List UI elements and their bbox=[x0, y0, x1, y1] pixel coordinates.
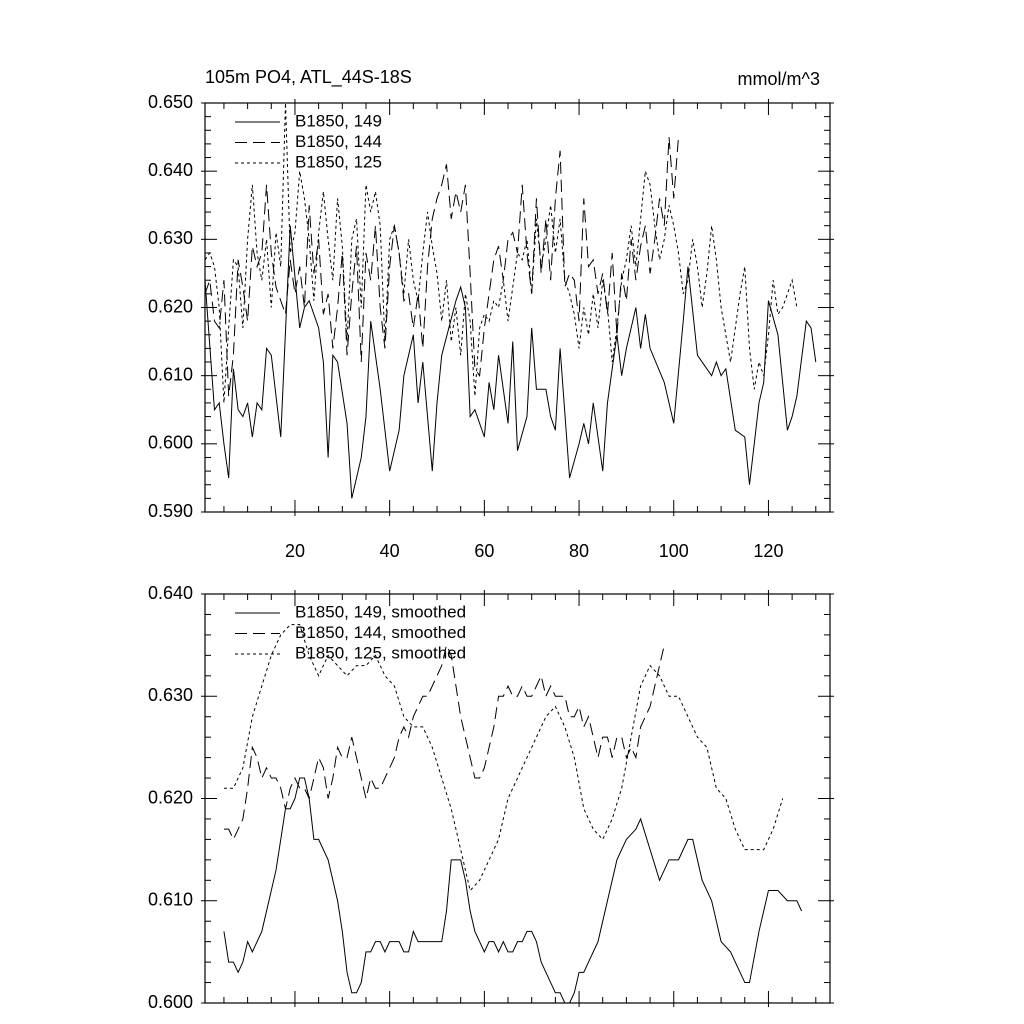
series-line bbox=[204, 102, 798, 403]
legend-label: B1850, 125 bbox=[295, 152, 382, 171]
y-tick-label: 0.630 bbox=[148, 228, 193, 248]
y-tick-label: 0.610 bbox=[148, 890, 193, 910]
legend-label: B1850, 125, smoothed bbox=[295, 643, 466, 662]
series-line bbox=[223, 777, 803, 1004]
y-tick-label: 0.620 bbox=[148, 296, 193, 316]
x-tick-label: 80 bbox=[569, 541, 589, 561]
y-tick-label: 0.600 bbox=[148, 992, 193, 1012]
series-line bbox=[223, 624, 784, 892]
y-tick-label: 0.630 bbox=[148, 685, 193, 705]
series-line bbox=[223, 643, 665, 841]
legend-label: B1850, 149 bbox=[295, 111, 382, 130]
legend-label: B1850, 144 bbox=[295, 132, 382, 151]
legend-label: B1850, 149, smoothed bbox=[295, 602, 466, 621]
y-tick-label: 0.650 bbox=[148, 92, 193, 112]
chart-title: 105m PO4, ATL_44S-18S bbox=[205, 67, 412, 88]
y-tick-label: 0.640 bbox=[148, 583, 193, 603]
y-tick-label: 0.600 bbox=[148, 433, 193, 453]
x-tick-label: 40 bbox=[380, 541, 400, 561]
x-tick-label: 100 bbox=[659, 541, 689, 561]
x-tick-label: 120 bbox=[753, 541, 783, 561]
y-tick-label: 0.610 bbox=[148, 364, 193, 384]
y-tick-label: 0.590 bbox=[148, 501, 193, 521]
series-line bbox=[204, 137, 679, 397]
x-tick-label: 60 bbox=[474, 541, 494, 561]
x-tick-label: 20 bbox=[285, 541, 305, 561]
series-line bbox=[204, 225, 817, 499]
y-tick-label: 0.620 bbox=[148, 787, 193, 807]
unit-label: mmol/m^3 bbox=[738, 69, 820, 89]
y-tick-label: 0.640 bbox=[148, 160, 193, 180]
legend-label: B1850, 144, smoothed bbox=[295, 623, 466, 642]
